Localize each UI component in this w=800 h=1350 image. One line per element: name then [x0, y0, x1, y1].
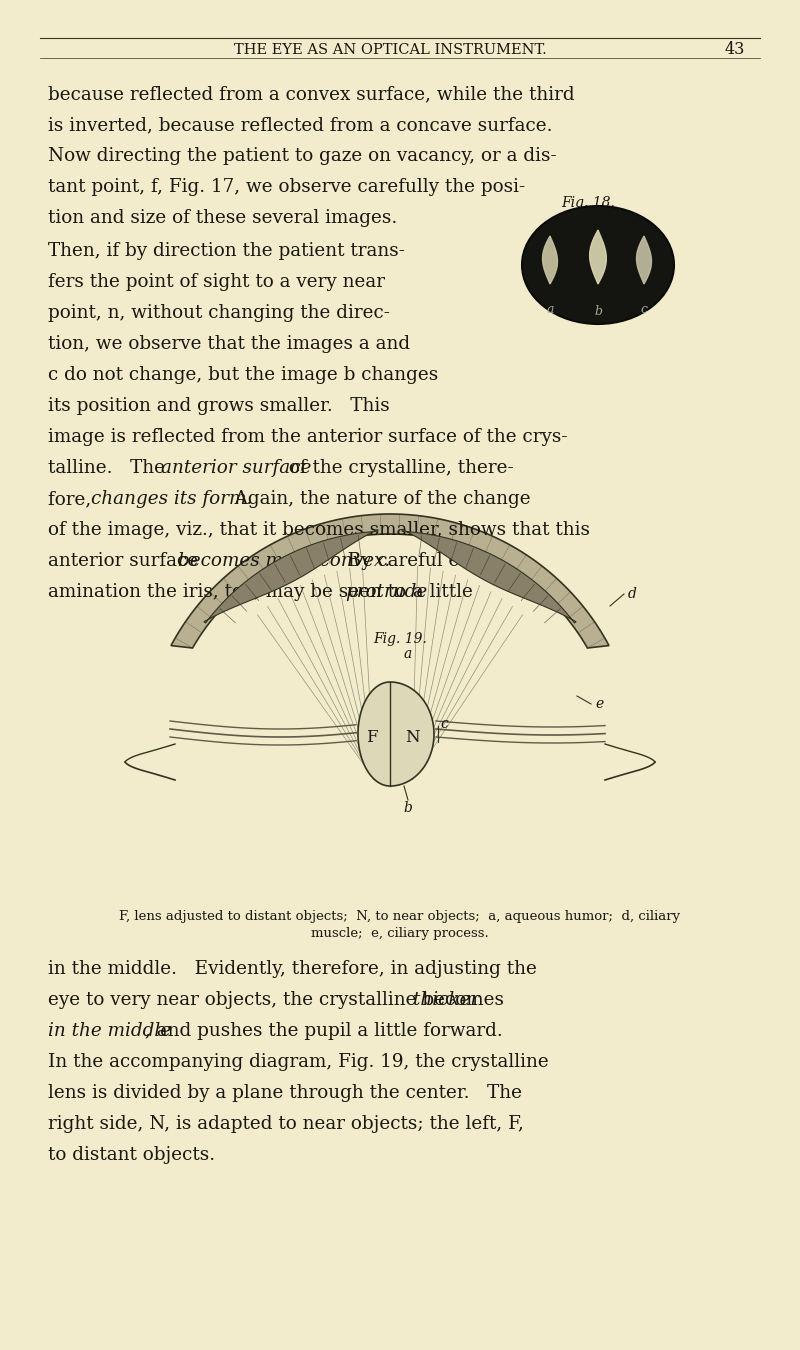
Text: fore,: fore, — [48, 490, 97, 508]
Polygon shape — [402, 529, 576, 622]
Text: e: e — [595, 697, 603, 711]
Text: is inverted, because reflected from a concave surface.: is inverted, because reflected from a co… — [48, 116, 553, 134]
Text: in the middle: in the middle — [48, 1022, 171, 1040]
Text: right side, N, is adapted to near objects; the left, F,: right side, N, is adapted to near object… — [48, 1115, 524, 1133]
Text: tant point, f, Fig. 17, we observe carefully the posi-: tant point, f, Fig. 17, we observe caref… — [48, 178, 525, 196]
Text: in the middle.   Evidently, therefore, in adjusting the: in the middle. Evidently, therefore, in … — [48, 960, 537, 977]
Text: to distant objects.: to distant objects. — [48, 1146, 215, 1164]
Text: a little: a little — [407, 583, 473, 601]
Text: anterior surface: anterior surface — [161, 459, 311, 477]
Text: N: N — [405, 729, 419, 747]
Text: Again, the nature of the change: Again, the nature of the change — [217, 490, 530, 508]
Text: Then, if by direction the patient trans-: Then, if by direction the patient trans- — [48, 242, 405, 261]
Text: eye to very near objects, the crystalline becomes: eye to very near objects, the crystallin… — [48, 991, 510, 1008]
Text: protrude: protrude — [345, 583, 427, 601]
Polygon shape — [171, 514, 609, 648]
Text: Now directing the patient to gaze on vacancy, or a dis-: Now directing the patient to gaze on vac… — [48, 147, 557, 165]
Text: a: a — [404, 647, 412, 662]
Text: b: b — [594, 305, 602, 319]
Text: point, n, without changing the direc-: point, n, without changing the direc- — [48, 304, 390, 323]
Text: image is reflected from the anterior surface of the crys-: image is reflected from the anterior sur… — [48, 428, 567, 446]
Text: lens is divided by a plane through the center.   The: lens is divided by a plane through the c… — [48, 1084, 522, 1102]
Text: F, lens adjusted to distant objects;  N, to near objects;  a, aqueous humor;  d,: F, lens adjusted to distant objects; N, … — [119, 910, 681, 923]
Polygon shape — [590, 230, 606, 284]
Text: c: c — [641, 302, 647, 316]
Text: amination the iris, too, may be seen to: amination the iris, too, may be seen to — [48, 583, 412, 601]
Text: changes its form.: changes its form. — [91, 490, 252, 508]
Text: tion, we observe that the images a and: tion, we observe that the images a and — [48, 335, 410, 352]
Text: In the accompanying diagram, Fig. 19, the crystalline: In the accompanying diagram, Fig. 19, th… — [48, 1053, 549, 1071]
Polygon shape — [542, 236, 558, 284]
Text: b: b — [403, 801, 413, 815]
Text: 43: 43 — [725, 42, 745, 58]
Polygon shape — [358, 682, 434, 786]
Text: d: d — [628, 587, 637, 601]
Text: a: a — [546, 302, 554, 316]
Text: c do not change, but the image b changes: c do not change, but the image b changes — [48, 366, 438, 383]
Text: c: c — [440, 717, 448, 730]
Text: tion and size of these several images.: tion and size of these several images. — [48, 209, 398, 227]
Text: its position and grows smaller.   This: its position and grows smaller. This — [48, 397, 390, 414]
Text: F: F — [366, 729, 378, 747]
Text: of the crystalline, there-: of the crystalline, there- — [283, 459, 514, 477]
Text: fers the point of sight to a very near: fers the point of sight to a very near — [48, 273, 385, 292]
Text: anterior surface: anterior surface — [48, 552, 204, 570]
Text: THE EYE AS AN OPTICAL INSTRUMENT.: THE EYE AS AN OPTICAL INSTRUMENT. — [234, 43, 546, 57]
Text: becomes more convex.: becomes more convex. — [178, 552, 390, 570]
Text: thicker: thicker — [413, 991, 479, 1008]
Text: , and pushes the pupil a little forward.: , and pushes the pupil a little forward. — [145, 1022, 502, 1040]
Text: Fig. 18.: Fig. 18. — [561, 196, 615, 211]
Polygon shape — [204, 529, 378, 622]
Text: muscle;  e, ciliary process.: muscle; e, ciliary process. — [311, 927, 489, 940]
Text: because reflected from a convex surface, while the third: because reflected from a convex surface,… — [48, 85, 574, 103]
Text: By careful ex-: By careful ex- — [330, 552, 475, 570]
Ellipse shape — [522, 207, 674, 324]
Text: Fig. 19.: Fig. 19. — [373, 632, 427, 647]
Text: talline.   The: talline. The — [48, 459, 171, 477]
Polygon shape — [637, 236, 651, 284]
Text: of the image, viz., that it becomes smaller, shows that this: of the image, viz., that it becomes smal… — [48, 521, 590, 539]
